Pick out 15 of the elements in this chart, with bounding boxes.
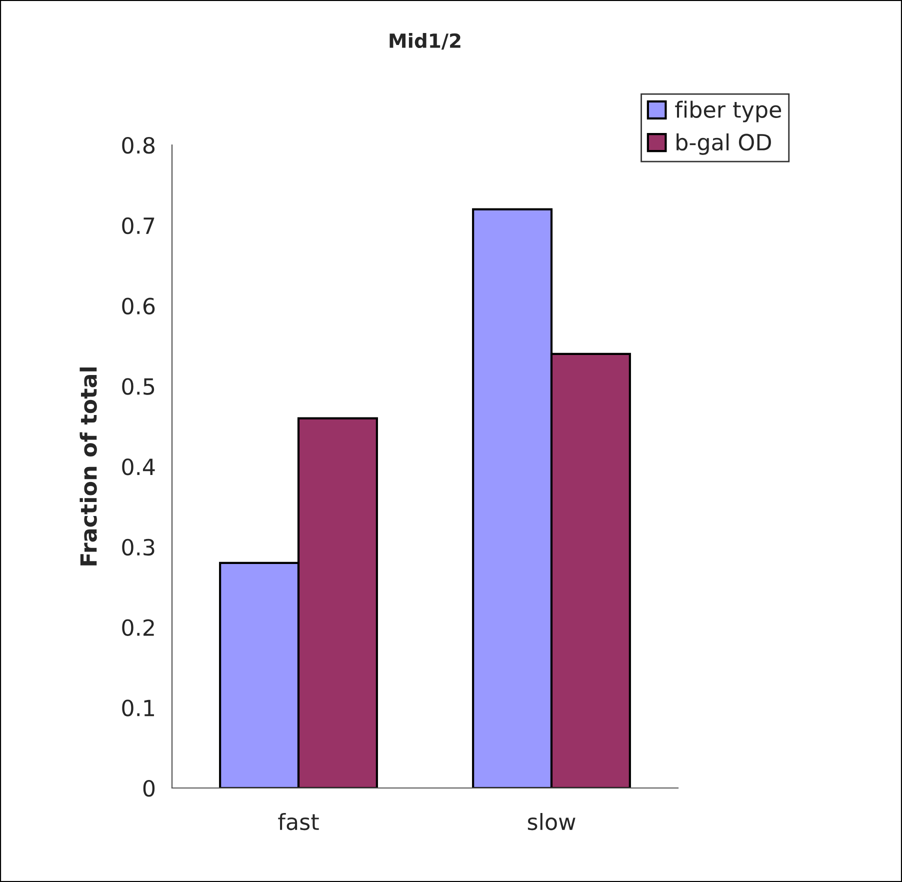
y-tick-label: 0.7 [122,217,154,234]
y-tick-label: 0.8 [122,136,155,154]
legend-label: b-gal OD [676,133,771,155]
y-axis-title: Fraction of total [80,367,97,566]
x-tick-label: slow [528,813,576,830]
y-tick-label: 0.2 [122,619,154,636]
y-tick-label: 0.4 [122,458,155,476]
x-tick-label: fast [278,813,319,830]
y-tick-label: 0.6 [122,298,155,315]
chart-title: Mid1/2 [390,33,460,50]
y-tick-label: 0.5 [122,378,154,395]
y-tick-label: 0.1 [122,700,154,716]
y-tick-label: 0.3 [122,538,154,556]
legend-label: fiber type [675,100,782,122]
y-tick-label: 0 [143,780,155,797]
